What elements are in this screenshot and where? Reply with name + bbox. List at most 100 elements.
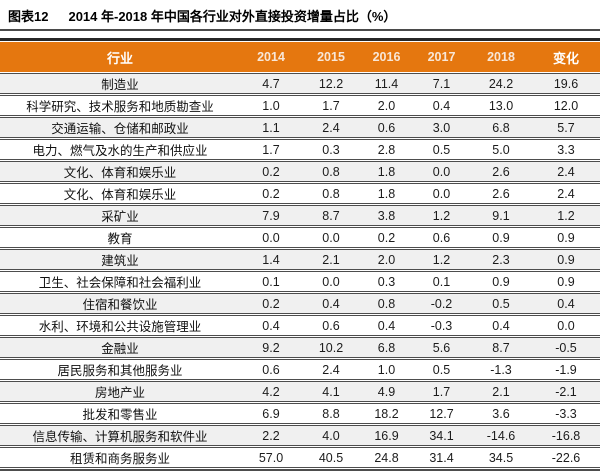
value-cell: 19.6 bbox=[532, 73, 600, 94]
value-cell: 0.4 bbox=[302, 293, 360, 314]
value-cell: 4.7 bbox=[240, 73, 302, 94]
table-row: 金融业 9.2 10.2 6.8 5.6 8.7 -0.5 bbox=[0, 337, 600, 358]
value-cell: 0.2 bbox=[240, 293, 302, 314]
header-row: 行业 2014 2015 2016 2017 2018 变化 bbox=[0, 42, 600, 72]
industry-cell: 采矿业 bbox=[0, 205, 240, 226]
value-cell: 12.7 bbox=[413, 403, 470, 424]
value-cell: 1.4 bbox=[240, 249, 302, 270]
value-cell: 6.8 bbox=[360, 337, 413, 358]
table-row: 交通运输、仓储和邮政业 1.1 2.4 0.6 3.0 6.8 5.7 bbox=[0, 117, 600, 138]
value-cell: 3.8 bbox=[360, 205, 413, 226]
industry-cell: 租赁和商务服务业 bbox=[0, 447, 240, 468]
industry-cell: 交通运输、仓储和邮政业 bbox=[0, 117, 240, 138]
table-row: 租赁和商务服务业 57.0 40.5 24.8 31.4 34.5 -22.6 bbox=[0, 447, 600, 468]
table-row: 采矿业 7.9 8.7 3.8 1.2 9.1 1.2 bbox=[0, 205, 600, 226]
value-cell: -14.6 bbox=[470, 425, 532, 446]
value-cell: 5.6 bbox=[413, 337, 470, 358]
value-cell: 0.5 bbox=[470, 293, 532, 314]
value-cell: 2.6 bbox=[470, 183, 532, 204]
industry-cell: 水利、环境和公共设施管理业 bbox=[0, 315, 240, 336]
value-cell: -0.5 bbox=[532, 337, 600, 358]
table-body: 制造业 4.7 12.2 11.4 7.1 24.2 19.6 科学研究、技术服务和地质勘查业… bbox=[0, 73, 600, 468]
value-cell: 11.4 bbox=[360, 73, 413, 94]
value-cell: 0.0 bbox=[413, 183, 470, 204]
value-cell: 8.7 bbox=[470, 337, 532, 358]
value-cell: 0.6 bbox=[302, 315, 360, 336]
industry-cell: 住宿和餐饮业 bbox=[0, 293, 240, 314]
value-cell: 1.7 bbox=[413, 381, 470, 402]
value-cell: 2.1 bbox=[470, 381, 532, 402]
value-cell: 1.2 bbox=[413, 205, 470, 226]
value-cell: 9.2 bbox=[240, 337, 302, 358]
value-cell: 1.7 bbox=[302, 95, 360, 116]
value-cell: 0.1 bbox=[413, 271, 470, 292]
industry-cell: 建筑业 bbox=[0, 249, 240, 270]
value-cell: 24.2 bbox=[470, 73, 532, 94]
industry-cell: 批发和零售业 bbox=[0, 403, 240, 424]
industry-cell: 科学研究、技术服务和地质勘查业 bbox=[0, 95, 240, 116]
value-cell: 0.4 bbox=[413, 95, 470, 116]
value-cell: 1.2 bbox=[413, 249, 470, 270]
value-cell: 1.0 bbox=[360, 359, 413, 380]
table-row: 信息传输、计算机服务和软件业 2.2 4.0 16.9 34.1 -14.6 -16.8 bbox=[0, 425, 600, 446]
value-cell: -1.3 bbox=[470, 359, 532, 380]
value-cell: 0.5 bbox=[413, 359, 470, 380]
table-row: 制造业 4.7 12.2 11.4 7.1 24.2 19.6 bbox=[0, 73, 600, 94]
value-cell: 8.7 bbox=[302, 205, 360, 226]
table-row: 居民服务和其他服务业 0.6 2.4 1.0 0.5 -1.3 -1.9 bbox=[0, 359, 600, 380]
column-header-2015: 2015 bbox=[302, 42, 360, 72]
figure-title: 图表12 2014 年-2018 年中国各行业对外直接投资增量占比（%） bbox=[0, 0, 600, 29]
value-cell: 40.5 bbox=[302, 447, 360, 468]
industry-cell: 卫生、社会保障和社会福利业 bbox=[0, 271, 240, 292]
industry-cell: 金融业 bbox=[0, 337, 240, 358]
value-cell: 34.5 bbox=[470, 447, 532, 468]
value-cell: 0.6 bbox=[413, 227, 470, 248]
value-cell: 0.0 bbox=[532, 315, 600, 336]
value-cell: 16.9 bbox=[360, 425, 413, 446]
value-cell: 1.8 bbox=[360, 161, 413, 182]
value-cell: 0.3 bbox=[302, 139, 360, 160]
value-cell: 57.0 bbox=[240, 447, 302, 468]
value-cell: 0.0 bbox=[413, 161, 470, 182]
value-cell: 0.9 bbox=[532, 271, 600, 292]
value-cell: 7.9 bbox=[240, 205, 302, 226]
value-cell: 0.4 bbox=[470, 315, 532, 336]
table-row: 电力、燃气及水的生产和供应业 1.7 0.3 2.8 0.5 5.0 3.3 bbox=[0, 139, 600, 160]
value-cell: 0.3 bbox=[360, 271, 413, 292]
value-cell: 9.1 bbox=[470, 205, 532, 226]
value-cell: 0.0 bbox=[302, 271, 360, 292]
column-header-2017: 2017 bbox=[413, 42, 470, 72]
value-cell: 0.8 bbox=[302, 183, 360, 204]
table-row: 水利、环境和公共设施管理业 0.4 0.6 0.4 -0.3 0.4 0.0 bbox=[0, 315, 600, 336]
value-cell: 6.8 bbox=[470, 117, 532, 138]
value-cell: 18.2 bbox=[360, 403, 413, 424]
value-cell: 2.1 bbox=[302, 249, 360, 270]
industry-cell: 文化、体育和娱乐业 bbox=[0, 183, 240, 204]
value-cell: 24.8 bbox=[360, 447, 413, 468]
table-row: 文化、体育和娱乐业 0.2 0.8 1.8 0.0 2.6 2.4 bbox=[0, 183, 600, 204]
value-cell: 0.0 bbox=[240, 227, 302, 248]
value-cell: 1.1 bbox=[240, 117, 302, 138]
value-cell: 2.4 bbox=[532, 161, 600, 182]
table-row: 卫生、社会保障和社会福利业 0.1 0.0 0.3 0.1 0.9 0.9 bbox=[0, 271, 600, 292]
value-cell: 13.0 bbox=[470, 95, 532, 116]
value-cell: 0.9 bbox=[532, 227, 600, 248]
value-cell: 1.0 bbox=[240, 95, 302, 116]
industry-cell: 房地产业 bbox=[0, 381, 240, 402]
industry-cell: 制造业 bbox=[0, 73, 240, 94]
value-cell: 6.9 bbox=[240, 403, 302, 424]
table-row: 房地产业 4.2 4.1 4.9 1.7 2.1 -2.1 bbox=[0, 381, 600, 402]
value-cell: 2.6 bbox=[470, 161, 532, 182]
value-cell: -1.9 bbox=[532, 359, 600, 380]
value-cell: 0.6 bbox=[360, 117, 413, 138]
column-header-2018: 2018 bbox=[470, 42, 532, 72]
value-cell: 0.8 bbox=[302, 161, 360, 182]
value-cell: 0.4 bbox=[532, 293, 600, 314]
value-cell: 0.4 bbox=[360, 315, 413, 336]
value-cell: 0.0 bbox=[302, 227, 360, 248]
value-cell: 12.0 bbox=[532, 95, 600, 116]
value-cell: -16.8 bbox=[532, 425, 600, 446]
value-cell: 0.9 bbox=[532, 249, 600, 270]
table-row: 建筑业 1.4 2.1 2.0 1.2 2.3 0.9 bbox=[0, 249, 600, 270]
value-cell: 0.9 bbox=[470, 227, 532, 248]
